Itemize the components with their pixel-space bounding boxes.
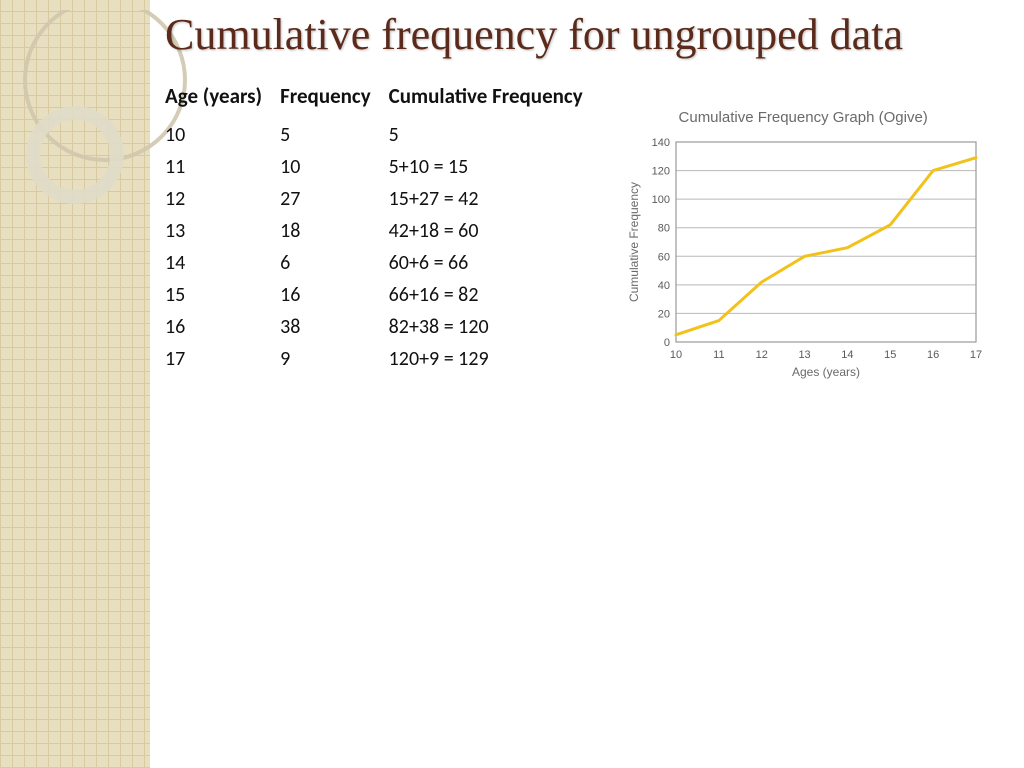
svg-text:Cumulative Frequency: Cumulative Frequency [627,182,641,302]
svg-text:0: 0 [664,337,670,349]
table-row: 14660+6 = 66 [165,247,601,279]
table-cell: 13 [165,215,280,247]
chart-title: Cumulative Frequency Graph (Ogive) [621,109,986,126]
table-cell: 14 [165,247,280,279]
frequency-table: Age (years) Frequency Cumulative Frequen… [165,79,601,375]
table-row: 151666+16 = 82 [165,279,601,311]
svg-text:11: 11 [713,349,724,361]
svg-text:14: 14 [841,349,853,361]
svg-text:100: 100 [651,194,669,206]
col-frequency: Frequency [280,79,389,119]
table-cell: 60+6 = 66 [389,247,601,279]
svg-text:80: 80 [657,222,669,234]
ogive-chart: Cumulative Frequency Graph (Ogive) 0 20 40… [621,109,986,387]
table-row: 122715+27 = 42 [165,183,601,215]
table-row: 179120+9 = 129 [165,343,601,375]
page-title: Cumulative frequency for ungrouped data [165,10,1004,61]
table-cell: 16 [280,279,389,311]
table-cell: 16 [165,311,280,343]
table-cell: 6 [280,247,389,279]
table-cell: 120+9 = 129 [389,343,601,375]
table-cell: 38 [280,311,389,343]
table-cell: 5 [389,119,601,151]
table-cell: 10 [280,151,389,183]
table-cell: 5 [280,119,389,151]
table-cell: 12 [165,183,280,215]
table-row: 163882+38 = 120 [165,311,601,343]
sidebar-pattern [0,0,150,768]
svg-text:12: 12 [755,349,767,361]
svg-text:120: 120 [651,165,669,177]
svg-text:Ages (years): Ages (years) [792,365,860,379]
svg-text:13: 13 [798,349,810,361]
table-row: 11105+10 = 15 [165,151,601,183]
svg-text:17: 17 [970,349,982,361]
table-cell: 5+10 = 15 [389,151,601,183]
table-cell: 18 [280,215,389,247]
svg-text:15: 15 [884,349,896,361]
table-cell: 17 [165,343,280,375]
svg-text:20: 20 [657,308,669,320]
table-row: 131842+18 = 60 [165,215,601,247]
table-cell: 66+16 = 82 [389,279,601,311]
table-cell: 27 [280,183,389,215]
table-cell: 10 [165,119,280,151]
svg-text:16: 16 [927,349,939,361]
svg-text:140: 140 [651,137,669,149]
table-cell: 42+18 = 60 [389,215,601,247]
table-row: 1055 [165,119,601,151]
svg-text:60: 60 [657,251,669,263]
chart-svg: 0 20 40 60 80 100 120 140 10 11 12 13 14 15 16 17 Ages (… [621,132,986,382]
table-header-row: Age (years) Frequency Cumulative Frequen… [165,79,601,119]
col-cumulative: Cumulative Frequency [389,79,601,119]
table-cell: 11 [165,151,280,183]
svg-text:10: 10 [670,349,682,361]
table-cell: 15 [165,279,280,311]
table-cell: 9 [280,343,389,375]
svg-text:40: 40 [657,279,669,291]
table-cell: 15+27 = 42 [389,183,601,215]
col-age: Age (years) [165,79,280,119]
table-cell: 82+38 = 120 [389,311,601,343]
